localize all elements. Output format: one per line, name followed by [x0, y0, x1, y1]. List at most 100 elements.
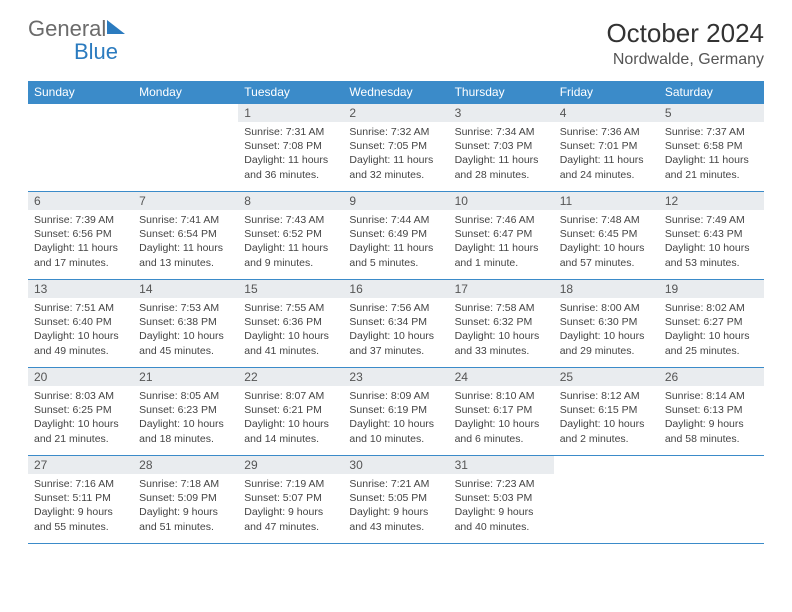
daylight-line: Daylight: 11 hours and 32 minutes.	[349, 154, 433, 180]
day-body: Sunrise: 8:14 AMSunset: 6:13 PMDaylight:…	[659, 386, 764, 449]
calendar-day-cell: 29Sunrise: 7:19 AMSunset: 5:07 PMDayligh…	[238, 456, 343, 544]
day-number: 18	[554, 280, 659, 298]
day-body: Sunrise: 7:53 AMSunset: 6:38 PMDaylight:…	[133, 298, 238, 361]
sunrise-line: Sunrise: 8:02 AM	[665, 302, 745, 314]
calendar-day-cell: 9Sunrise: 7:44 AMSunset: 6:49 PMDaylight…	[343, 192, 448, 280]
calendar-day-cell: 19Sunrise: 8:02 AMSunset: 6:27 PMDayligh…	[659, 280, 764, 368]
daylight-line: Daylight: 10 hours and 57 minutes.	[560, 242, 645, 268]
sunset-line: Sunset: 6:43 PM	[665, 228, 743, 240]
day-body: Sunrise: 7:41 AMSunset: 6:54 PMDaylight:…	[133, 210, 238, 273]
daylight-line: Daylight: 10 hours and 33 minutes.	[455, 330, 540, 356]
daylight-line: Daylight: 10 hours and 2 minutes.	[560, 418, 645, 444]
sunrise-line: Sunrise: 8:12 AM	[560, 390, 640, 402]
sunrise-line: Sunrise: 8:14 AM	[665, 390, 745, 402]
weekday-header: Thursday	[449, 81, 554, 104]
day-number: 19	[659, 280, 764, 298]
weekday-header-row: SundayMondayTuesdayWednesdayThursdayFrid…	[28, 81, 764, 104]
day-body: Sunrise: 7:44 AMSunset: 6:49 PMDaylight:…	[343, 210, 448, 273]
sunrise-line: Sunrise: 7:16 AM	[34, 478, 114, 490]
daylight-line: Daylight: 10 hours and 37 minutes.	[349, 330, 434, 356]
daylight-line: Daylight: 9 hours and 55 minutes.	[34, 506, 113, 532]
daylight-line: Daylight: 11 hours and 28 minutes.	[455, 154, 539, 180]
calendar-day-cell: 17Sunrise: 7:58 AMSunset: 6:32 PMDayligh…	[449, 280, 554, 368]
calendar-week-row: 20Sunrise: 8:03 AMSunset: 6:25 PMDayligh…	[28, 368, 764, 456]
title-block: October 2024 Nordwalde, Germany	[606, 18, 764, 69]
day-body: Sunrise: 8:03 AMSunset: 6:25 PMDaylight:…	[28, 386, 133, 449]
day-number: 6	[28, 192, 133, 210]
daylight-line: Daylight: 10 hours and 10 minutes.	[349, 418, 434, 444]
calendar-day-cell: 25Sunrise: 8:12 AMSunset: 6:15 PMDayligh…	[554, 368, 659, 456]
daylight-line: Daylight: 9 hours and 40 minutes.	[455, 506, 534, 532]
calendar-table: SundayMondayTuesdayWednesdayThursdayFrid…	[28, 81, 764, 544]
day-body: Sunrise: 7:56 AMSunset: 6:34 PMDaylight:…	[343, 298, 448, 361]
weekday-header: Monday	[133, 81, 238, 104]
logo-text-b: Blue	[28, 39, 118, 64]
sunrise-line: Sunrise: 7:23 AM	[455, 478, 535, 490]
calendar-day-cell: 11Sunrise: 7:48 AMSunset: 6:45 PMDayligh…	[554, 192, 659, 280]
sunset-line: Sunset: 5:03 PM	[455, 492, 533, 504]
calendar-day-cell: 14Sunrise: 7:53 AMSunset: 6:38 PMDayligh…	[133, 280, 238, 368]
sunset-line: Sunset: 7:05 PM	[349, 140, 427, 152]
day-body: Sunrise: 7:21 AMSunset: 5:05 PMDaylight:…	[343, 474, 448, 537]
day-body: Sunrise: 7:23 AM Sunset: 5:03 PM Daylight:…	[449, 474, 554, 537]
day-number: 28	[133, 456, 238, 474]
day-number: 13	[28, 280, 133, 298]
calendar-week-row: 6Sunrise: 7:39 AMSunset: 6:56 PMDaylight…	[28, 192, 764, 280]
calendar-day-cell: 16Sunrise: 7:56 AMSunset: 6:34 PMDayligh…	[343, 280, 448, 368]
daylight-line: Daylight: 11 hours and 17 minutes.	[34, 242, 118, 268]
calendar-day-cell: 23Sunrise: 8:09 AMSunset: 6:19 PMDayligh…	[343, 368, 448, 456]
weekday-header: Friday	[554, 81, 659, 104]
sunset-line: Sunset: 5:07 PM	[244, 492, 322, 504]
calendar-day-cell: 8Sunrise: 7:43 AMSunset: 6:52 PMDaylight…	[238, 192, 343, 280]
daylight-line: Daylight: 11 hours and 5 minutes.	[349, 242, 433, 268]
daylight-line: Daylight: 10 hours and 18 minutes.	[139, 418, 224, 444]
day-number: 11	[554, 192, 659, 210]
calendar-week-row: 1Sunrise: 7:31 AMSunset: 7:08 PMDaylight…	[28, 104, 764, 192]
day-number: 25	[554, 368, 659, 386]
page-title: October 2024	[606, 18, 764, 49]
sunrise-line: Sunrise: 8:05 AM	[139, 390, 219, 402]
weekday-header: Sunday	[28, 81, 133, 104]
daylight-line: Daylight: 11 hours and 24 minutes.	[560, 154, 644, 180]
daylight-line: Daylight: 9 hours and 43 minutes.	[349, 506, 428, 532]
sunrise-line: Sunrise: 8:00 AM	[560, 302, 640, 314]
day-number: 22	[238, 368, 343, 386]
day-body: Sunrise: 8:05 AM Sunset: 6:23 PM Daylight:…	[133, 386, 238, 449]
calendar-day-cell: 24Sunrise: 8:10 AMSunset: 6:17 PMDayligh…	[449, 368, 554, 456]
daylight-line: Daylight: 10 hours and 29 minutes.	[560, 330, 645, 356]
day-number: 29	[238, 456, 343, 474]
day-number: 15	[238, 280, 343, 298]
daylight-line: Daylight: 10 hours and 6 minutes.	[455, 418, 540, 444]
daylight-line: Daylight: 9 hours and 47 minutes.	[244, 506, 323, 532]
day-body: Sunrise: 7:48 AMSunset: 6:45 PMDaylight:…	[554, 210, 659, 273]
day-number: 9	[343, 192, 448, 210]
daylight-line: Daylight: 11 hours and 21 minutes.	[665, 154, 749, 180]
day-body: Sunrise: 8:02 AMSunset: 6:27 PMDaylight:…	[659, 298, 764, 361]
day-number: 5	[659, 104, 764, 122]
sunrise-line: Sunrise: 7:18 AM	[139, 478, 219, 490]
day-body: Sunrise: 7:37 AMSunset: 6:58 PMDaylight:…	[659, 122, 764, 185]
sunset-line: Sunset: 6:23 PM	[139, 404, 217, 416]
calendar-week-row: 27Sunrise: 7:16 AMSunset: 5:11 PMDayligh…	[28, 456, 764, 544]
day-body: Sunrise: 7:58 AMSunset: 6:32 PMDaylight:…	[449, 298, 554, 361]
day-number: 23	[343, 368, 448, 386]
sunset-line: Sunset: 6:25 PM	[34, 404, 112, 416]
day-body: Sunrise: 8:09 AMSunset: 6:19 PMDaylight:…	[343, 386, 448, 449]
calendar-day-cell: 13Sunrise: 7:51 AMSunset: 6:40 PMDayligh…	[28, 280, 133, 368]
day-number: 7	[133, 192, 238, 210]
sunset-line: Sunset: 6:45 PM	[560, 228, 638, 240]
sunset-line: Sunset: 6:34 PM	[349, 316, 427, 328]
calendar-empty-cell	[554, 456, 659, 544]
sunrise-line: Sunrise: 8:10 AM	[455, 390, 535, 402]
daylight-line: Daylight: 11 hours and 13 minutes.	[139, 242, 223, 268]
logo: General Blue	[28, 18, 125, 64]
sunrise-line: Sunrise: 7:41 AM	[139, 214, 219, 226]
sunrise-line: Sunrise: 8:09 AM	[349, 390, 429, 402]
sunrise-line: Sunrise: 7:43 AM	[244, 214, 324, 226]
calendar-day-cell: 3Sunrise: 7:34 AMSunset: 7:03 PMDaylight…	[449, 104, 554, 192]
day-number: 31	[449, 456, 554, 474]
day-number: 24	[449, 368, 554, 386]
weekday-header: Tuesday	[238, 81, 343, 104]
calendar-day-cell: 1Sunrise: 7:31 AMSunset: 7:08 PMDaylight…	[238, 104, 343, 192]
day-body: Sunrise: 7:19 AMSunset: 5:07 PMDaylight:…	[238, 474, 343, 537]
